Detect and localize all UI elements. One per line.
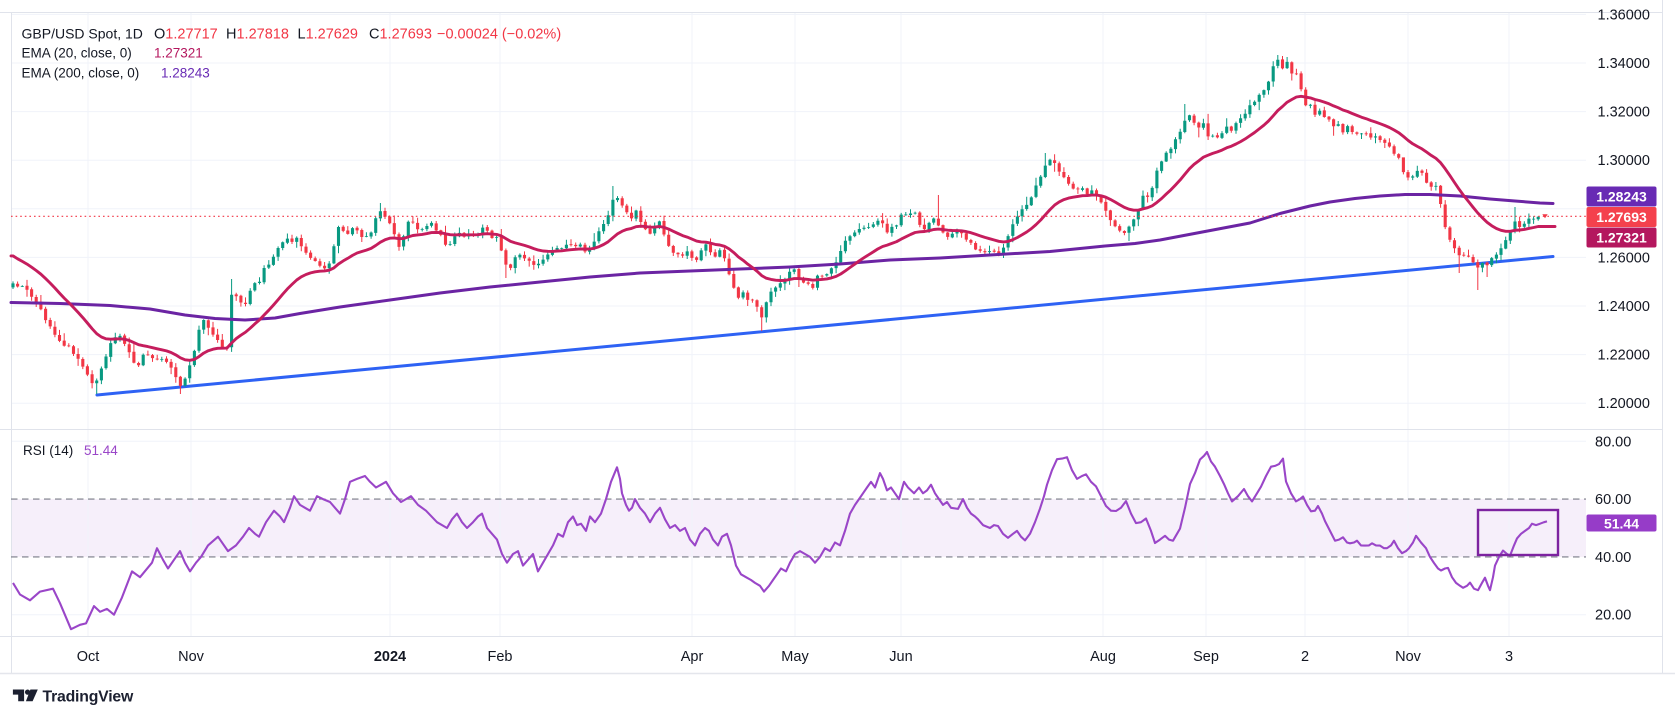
svg-text:1.20000: 1.20000 bbox=[1598, 396, 1650, 412]
svg-text:Nov: Nov bbox=[1395, 649, 1422, 665]
svg-text:Sep: Sep bbox=[1193, 649, 1219, 665]
svg-text:3: 3 bbox=[1505, 649, 1513, 665]
svg-text:40.00: 40.00 bbox=[1595, 550, 1631, 566]
svg-text:51.44: 51.44 bbox=[84, 443, 118, 458]
svg-text:1.30000: 1.30000 bbox=[1598, 153, 1650, 169]
svg-text:60.00: 60.00 bbox=[1595, 492, 1631, 508]
svg-text:Apr: Apr bbox=[681, 649, 704, 665]
svg-text:1.28243: 1.28243 bbox=[161, 66, 210, 81]
svg-text:Nov: Nov bbox=[178, 649, 205, 665]
svg-text:51.44: 51.44 bbox=[1604, 516, 1639, 532]
svg-text:1.26000: 1.26000 bbox=[1598, 250, 1650, 266]
svg-text:1.32000: 1.32000 bbox=[1598, 105, 1650, 121]
svg-text:EMA (200, close, 0): EMA (200, close, 0) bbox=[22, 66, 140, 81]
svg-text:1.28243: 1.28243 bbox=[1596, 189, 1647, 205]
svg-text:Feb: Feb bbox=[488, 649, 513, 665]
svg-text:TradingView: TradingView bbox=[43, 689, 134, 706]
svg-text:Aug: Aug bbox=[1090, 649, 1116, 665]
svg-text:May: May bbox=[781, 649, 809, 665]
svg-text:1.27693: 1.27693 bbox=[1596, 209, 1647, 225]
svg-text:1.36000: 1.36000 bbox=[1598, 7, 1650, 23]
svg-text:80.00: 80.00 bbox=[1595, 434, 1631, 450]
svg-text:EMA (20, close, 0): EMA (20, close, 0) bbox=[22, 46, 132, 61]
svg-text:Jun: Jun bbox=[889, 649, 912, 665]
svg-text:20.00: 20.00 bbox=[1595, 608, 1631, 624]
svg-text:RSI (14): RSI (14) bbox=[23, 443, 73, 458]
svg-text:1.22000: 1.22000 bbox=[1598, 348, 1650, 364]
svg-text:GBP/USD Spot, 1D: GBP/USD Spot, 1D bbox=[22, 26, 143, 42]
svg-text:2024: 2024 bbox=[374, 649, 406, 665]
svg-text:1.24000: 1.24000 bbox=[1598, 299, 1650, 315]
svg-text:1.34000: 1.34000 bbox=[1598, 56, 1650, 72]
svg-text:1.27321: 1.27321 bbox=[1596, 230, 1647, 246]
svg-text:1.27321: 1.27321 bbox=[154, 46, 203, 61]
svg-text:Oct: Oct bbox=[77, 649, 100, 665]
svg-text:2: 2 bbox=[1301, 649, 1309, 665]
